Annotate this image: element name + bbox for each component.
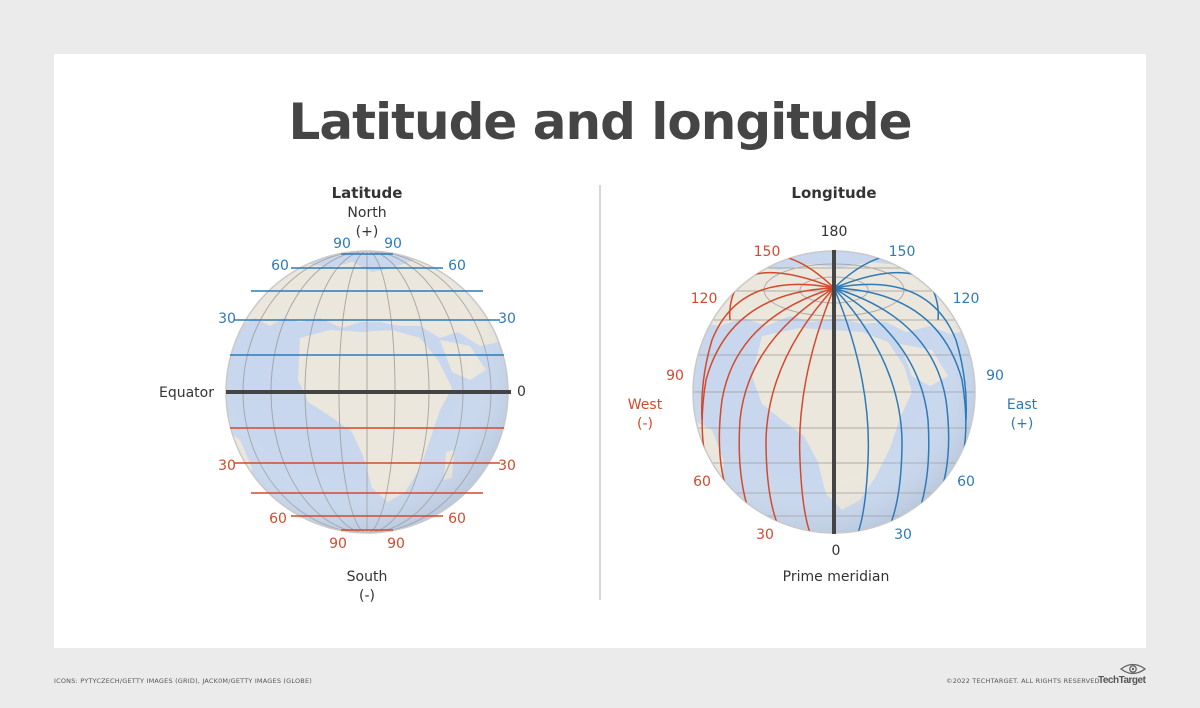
- lon-label: 150: [889, 244, 916, 260]
- lon-label-0: 0: [832, 543, 841, 559]
- lat-label: 30: [218, 311, 236, 327]
- west-sign: (-): [637, 416, 653, 432]
- panel-divider: [599, 185, 601, 600]
- longitude-heading: Longitude: [791, 184, 876, 202]
- meridian-line: [833, 287, 903, 531]
- lat-label: 90: [329, 536, 347, 552]
- lon-label: 60: [957, 474, 975, 490]
- meridian-line: [718, 287, 835, 501]
- equator-zero-label: 0: [517, 384, 526, 400]
- image-credits: ICONS: PYTYCZECH/GETTY IMAGES (GRID), JA…: [54, 677, 312, 685]
- south-sign: (-): [359, 588, 375, 604]
- lon-label: 30: [756, 527, 774, 543]
- latitude-heading: Latitude: [332, 184, 403, 202]
- meridian-line: [833, 287, 870, 533]
- copyright-notice: ©2022 TECHTARGET. ALL RIGHTS RESERVED: [946, 677, 1100, 685]
- south-label: South: [347, 569, 388, 585]
- longitude-globe: Longitude 180 150 120 90 60 30 150 120 9…: [628, 184, 1038, 585]
- lat-label: 60: [271, 258, 289, 274]
- meridian-line: [798, 287, 835, 533]
- lat-label: 30: [498, 458, 516, 474]
- techtarget-logo: TechTarget: [1098, 662, 1148, 688]
- lon-label: 60: [693, 474, 711, 490]
- meridian-line: [833, 287, 930, 521]
- logo-wordmark: TechTarget: [1098, 675, 1146, 686]
- eye-icon: [1120, 663, 1146, 675]
- west-label: West: [628, 397, 663, 413]
- lat-label: 30: [498, 311, 516, 327]
- lon-label: 150: [754, 244, 781, 260]
- north-label: North: [347, 205, 386, 221]
- lon-label: 90: [986, 368, 1004, 384]
- meridian-line: [833, 287, 950, 501]
- lat-label: 60: [448, 511, 466, 527]
- prime-meridian-label: Prime meridian: [783, 569, 890, 585]
- page-title: Latitude and longitude: [288, 93, 913, 151]
- lat-label: 90: [333, 236, 351, 252]
- lat-label: 60: [269, 511, 287, 527]
- equator-label: Equator: [159, 385, 214, 401]
- meridian-line: [700, 283, 835, 421]
- lat-label: 60: [448, 258, 466, 274]
- lat-label: 30: [218, 458, 236, 474]
- lon-label: 30: [894, 527, 912, 543]
- east-label: East: [1007, 397, 1038, 413]
- meridian-line: [738, 287, 835, 521]
- lat-label: 90: [387, 536, 405, 552]
- lon-label-180: 180: [821, 224, 848, 240]
- meridian-line: [765, 287, 835, 531]
- lat-label: 90: [384, 236, 402, 252]
- latitude-globe: Latitude North (+) 90 90 60 60 30 30 Equ…: [159, 184, 526, 604]
- lon-label: 90: [666, 368, 684, 384]
- lon-label: 120: [691, 291, 718, 307]
- east-sign: (+): [1011, 416, 1034, 432]
- meridian-line: [833, 283, 968, 421]
- lon-label: 120: [953, 291, 980, 307]
- north-sign: (+): [356, 224, 379, 240]
